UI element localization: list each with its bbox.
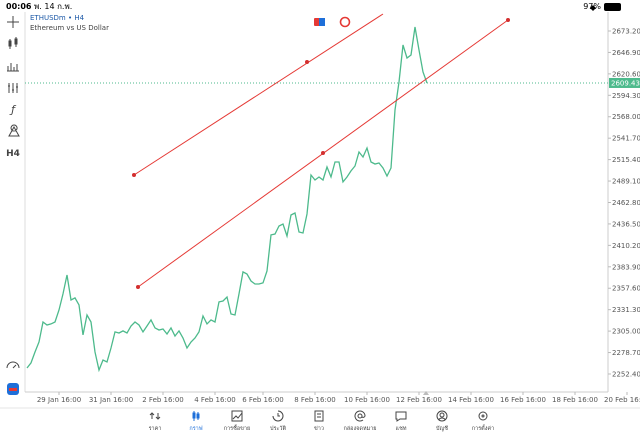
x-tick-label: 20 Feb 16:00	[604, 396, 640, 404]
tab-label[interactable]: ราคา	[149, 426, 162, 432]
tab-icon[interactable]	[436, 410, 448, 422]
tab-icon[interactable]	[478, 411, 488, 421]
tab-icon[interactable]	[354, 410, 366, 422]
y-tick-label: 2410.20	[612, 242, 640, 250]
indicators-tool[interactable]	[8, 83, 18, 93]
tab-label[interactable]: การตั้งค่า	[472, 424, 494, 432]
timeframe-button[interactable]: H4	[6, 149, 20, 159]
anchor[interactable]	[132, 173, 136, 177]
function-tool[interactable]: ƒ	[9, 103, 17, 116]
tab-icon[interactable]	[395, 411, 407, 422]
candles-tool[interactable]	[8, 37, 18, 49]
y-tick-label: 2489.10	[612, 178, 640, 186]
tab-icon[interactable]	[231, 410, 243, 422]
x-tick-label: 29 Jan 16:00	[37, 396, 81, 404]
anchor[interactable]	[305, 60, 309, 64]
shapes-tool[interactable]	[8, 124, 20, 137]
battery-icon	[604, 3, 621, 11]
toolbar	[6, 16, 20, 369]
plot: 2673.20 2646.90 2620.60 2594.30 2568.00 2541.…	[25, 26, 640, 404]
trendline[interactable]	[133, 13, 384, 176]
y-tick-label: 2568.00	[612, 113, 640, 121]
y-tick-label: 2462.80	[612, 199, 640, 207]
tab-bar: ราคา กราฟ การซื้อขาย ประวัติ ข่าว กล่องจดหมาย…	[149, 410, 494, 432]
bars-tool[interactable]	[7, 63, 19, 72]
y-tick-label: 2673.20	[612, 27, 640, 35]
x-tick-label: 8 Feb 16:00	[294, 396, 335, 404]
crosshair-tool[interactable]	[7, 16, 19, 28]
tab-label[interactable]: กล่องจดหมาย	[343, 426, 376, 432]
trendlines	[133, 13, 509, 288]
time-marker	[423, 391, 429, 395]
x-tick-label: 4 Feb 16:00	[194, 396, 235, 404]
app-icon-part	[9, 388, 17, 391]
symbol-description: Ethereum vs US Dollar	[30, 24, 109, 32]
anchor[interactable]	[321, 151, 325, 155]
y-tick-label: 2278.70	[612, 349, 640, 357]
wifi-icon	[590, 5, 596, 11]
status-date: พ. 14 ก.พ.	[34, 2, 72, 11]
y-tick-label: 2331.30	[612, 306, 640, 314]
x-tick-label: 10 Feb 16:00	[344, 396, 390, 404]
anchor[interactable]	[506, 18, 510, 22]
y-tick-label: 2541.70	[612, 135, 640, 143]
tab-label[interactable]: ประวัติ	[270, 425, 286, 432]
current-price-box	[609, 77, 640, 88]
tab-label[interactable]: ข่าว	[314, 426, 324, 432]
y-tick-label: 2646.90	[612, 49, 640, 57]
price-line	[26, 26, 428, 373]
tab-label[interactable]: บัญชี	[436, 425, 448, 432]
x-tick-label: 2 Feb 16:00	[142, 396, 183, 404]
gauge-tool[interactable]	[6, 361, 20, 369]
trade-button-part	[319, 18, 325, 26]
y-tick-label: 2436.50	[612, 220, 640, 228]
tab-icon[interactable]	[272, 410, 284, 422]
status-time: 00:06	[6, 2, 32, 11]
trendline-anchors	[132, 18, 510, 289]
x-tick-label: 14 Feb 16:00	[448, 396, 494, 404]
tab-label[interactable]: แชท	[396, 425, 407, 432]
tab-label[interactable]: กราฟ	[189, 425, 202, 432]
x-tick-label: 6 Feb 16:00	[242, 396, 283, 404]
x-tick-label: 16 Feb 16:00	[500, 396, 546, 404]
y-tick-label: 2305.00	[612, 328, 640, 336]
y-tick-label: 2594.30	[612, 92, 640, 100]
y-tick-label: 2383.90	[612, 263, 640, 271]
y-tick-label: 2252.40	[612, 370, 640, 378]
symbol-name[interactable]: ETHUSDm • H4	[30, 14, 85, 22]
anchor[interactable]	[136, 285, 140, 289]
y-tick-label: 2515.40	[612, 156, 640, 164]
tab-label[interactable]: การซื้อขาย	[224, 424, 250, 432]
tab-icon[interactable]	[314, 410, 324, 422]
y-tick-label: 2620.60	[612, 70, 640, 78]
x-tick-label: 12 Feb 16:00	[396, 396, 442, 404]
x-tick-label: 31 Jan 16:00	[89, 396, 133, 404]
current-price-label: 2609.43	[611, 79, 640, 87]
x-tick-label: 18 Feb 16:00	[552, 396, 598, 404]
tab-icon[interactable]	[149, 412, 161, 420]
y-tick-label: 2357.60	[612, 285, 640, 293]
tab-icon[interactable]	[192, 411, 200, 421]
settings-circle[interactable]	[339, 16, 351, 28]
